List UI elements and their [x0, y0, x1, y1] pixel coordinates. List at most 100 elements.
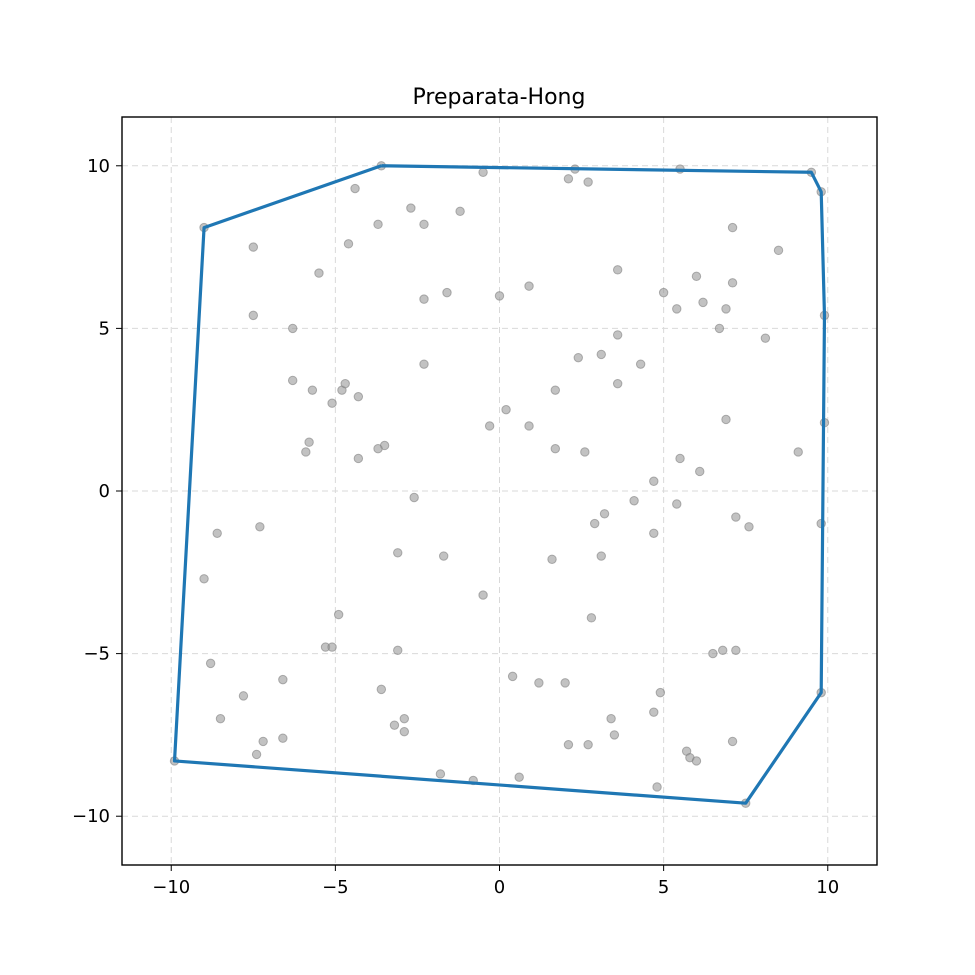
- data-point: [307, 385, 318, 395]
- data-point: [573, 352, 583, 363]
- data-point: [393, 645, 403, 656]
- data-point: [304, 437, 314, 447]
- data-point: [635, 359, 646, 369]
- data-point: [501, 404, 511, 415]
- data-point: [373, 444, 383, 454]
- data-point: [563, 739, 574, 750]
- data-point: [435, 769, 446, 779]
- data-point: [629, 496, 639, 506]
- data-point: [612, 378, 623, 389]
- data-point: [691, 271, 702, 282]
- grid: [122, 117, 877, 865]
- data-point: [721, 304, 731, 314]
- data-point: [649, 707, 659, 717]
- data-point: [278, 733, 288, 743]
- data-point: [589, 518, 600, 529]
- data-point: [560, 678, 570, 688]
- data-point: [547, 554, 557, 564]
- data-point: [406, 203, 416, 213]
- data-point: [606, 713, 616, 724]
- data-point: [727, 736, 738, 747]
- data-point: [478, 590, 488, 600]
- convex-hull: [172, 164, 827, 805]
- data-point: [343, 239, 354, 249]
- data-point: [514, 772, 524, 782]
- y-tick-label: −5: [83, 644, 110, 665]
- axes: −10 −5 0 5 10 −10 −5 0 5 10: [72, 156, 839, 898]
- data-point: [484, 421, 495, 431]
- data-point: [658, 287, 669, 298]
- data-point: [278, 674, 288, 685]
- data-point: [350, 183, 360, 194]
- data-point: [708, 648, 718, 659]
- data-point: [507, 671, 518, 682]
- data-point: [596, 551, 606, 561]
- data-point: [255, 522, 265, 532]
- data-point: [442, 287, 452, 298]
- data-point: [586, 613, 597, 623]
- data-point: [596, 349, 606, 360]
- x-tick-label: −10: [152, 877, 190, 898]
- data-point: [238, 691, 249, 701]
- data-point: [675, 453, 685, 464]
- y-tick-label: −10: [72, 806, 110, 827]
- scatter-points: [169, 161, 830, 808]
- data-point: [301, 447, 311, 457]
- data-point: [691, 756, 702, 766]
- data-point: [672, 304, 682, 314]
- data-point: [327, 642, 337, 652]
- data-point: [695, 466, 705, 477]
- data-point: [205, 658, 216, 669]
- data-point: [612, 330, 623, 340]
- y-tick-label: 0: [99, 481, 110, 502]
- data-point: [494, 291, 505, 301]
- data-point: [419, 219, 429, 230]
- data-point: [251, 749, 262, 760]
- y-tick-label: 10: [87, 156, 110, 177]
- x-tick-label: 10: [816, 877, 839, 898]
- data-point: [248, 310, 259, 321]
- data-point: [563, 174, 574, 184]
- data-point: [583, 177, 593, 187]
- data-point: [550, 444, 561, 454]
- data-point: [580, 447, 590, 457]
- data-point: [649, 528, 659, 538]
- data-point: [399, 726, 410, 737]
- data-point: [721, 414, 731, 425]
- data-point: [714, 323, 725, 334]
- data-point: [376, 684, 387, 695]
- x-tick-label: 0: [494, 877, 505, 898]
- data-point: [333, 609, 344, 620]
- data-point: [258, 736, 268, 747]
- x-tick-label: 5: [658, 877, 669, 898]
- data-point: [773, 245, 784, 256]
- data-point: [524, 281, 534, 291]
- data-point: [655, 687, 666, 698]
- data-point: [718, 645, 728, 656]
- hull-line: [172, 164, 827, 805]
- data-point: [698, 297, 708, 308]
- data-point: [760, 333, 771, 343]
- data-point: [524, 421, 534, 431]
- data-point: [583, 739, 593, 750]
- data-point: [353, 391, 364, 402]
- chart-title: Preparata-Hong: [413, 85, 586, 110]
- data-point: [649, 476, 659, 486]
- data-point: [248, 242, 259, 252]
- plot-frame: [121, 116, 878, 866]
- x-tick-label: −5: [322, 877, 349, 898]
- data-point: [727, 222, 738, 233]
- data-point: [534, 678, 544, 688]
- data-point: [599, 509, 610, 519]
- data-point: [373, 219, 383, 230]
- data-point: [212, 528, 222, 538]
- data-point: [652, 782, 662, 792]
- data-point: [612, 265, 623, 275]
- data-point: [793, 447, 803, 457]
- data-point: [731, 512, 741, 522]
- data-point: [287, 375, 298, 386]
- data-point: [399, 713, 410, 724]
- data-point: [419, 359, 429, 369]
- data-point: [327, 398, 337, 408]
